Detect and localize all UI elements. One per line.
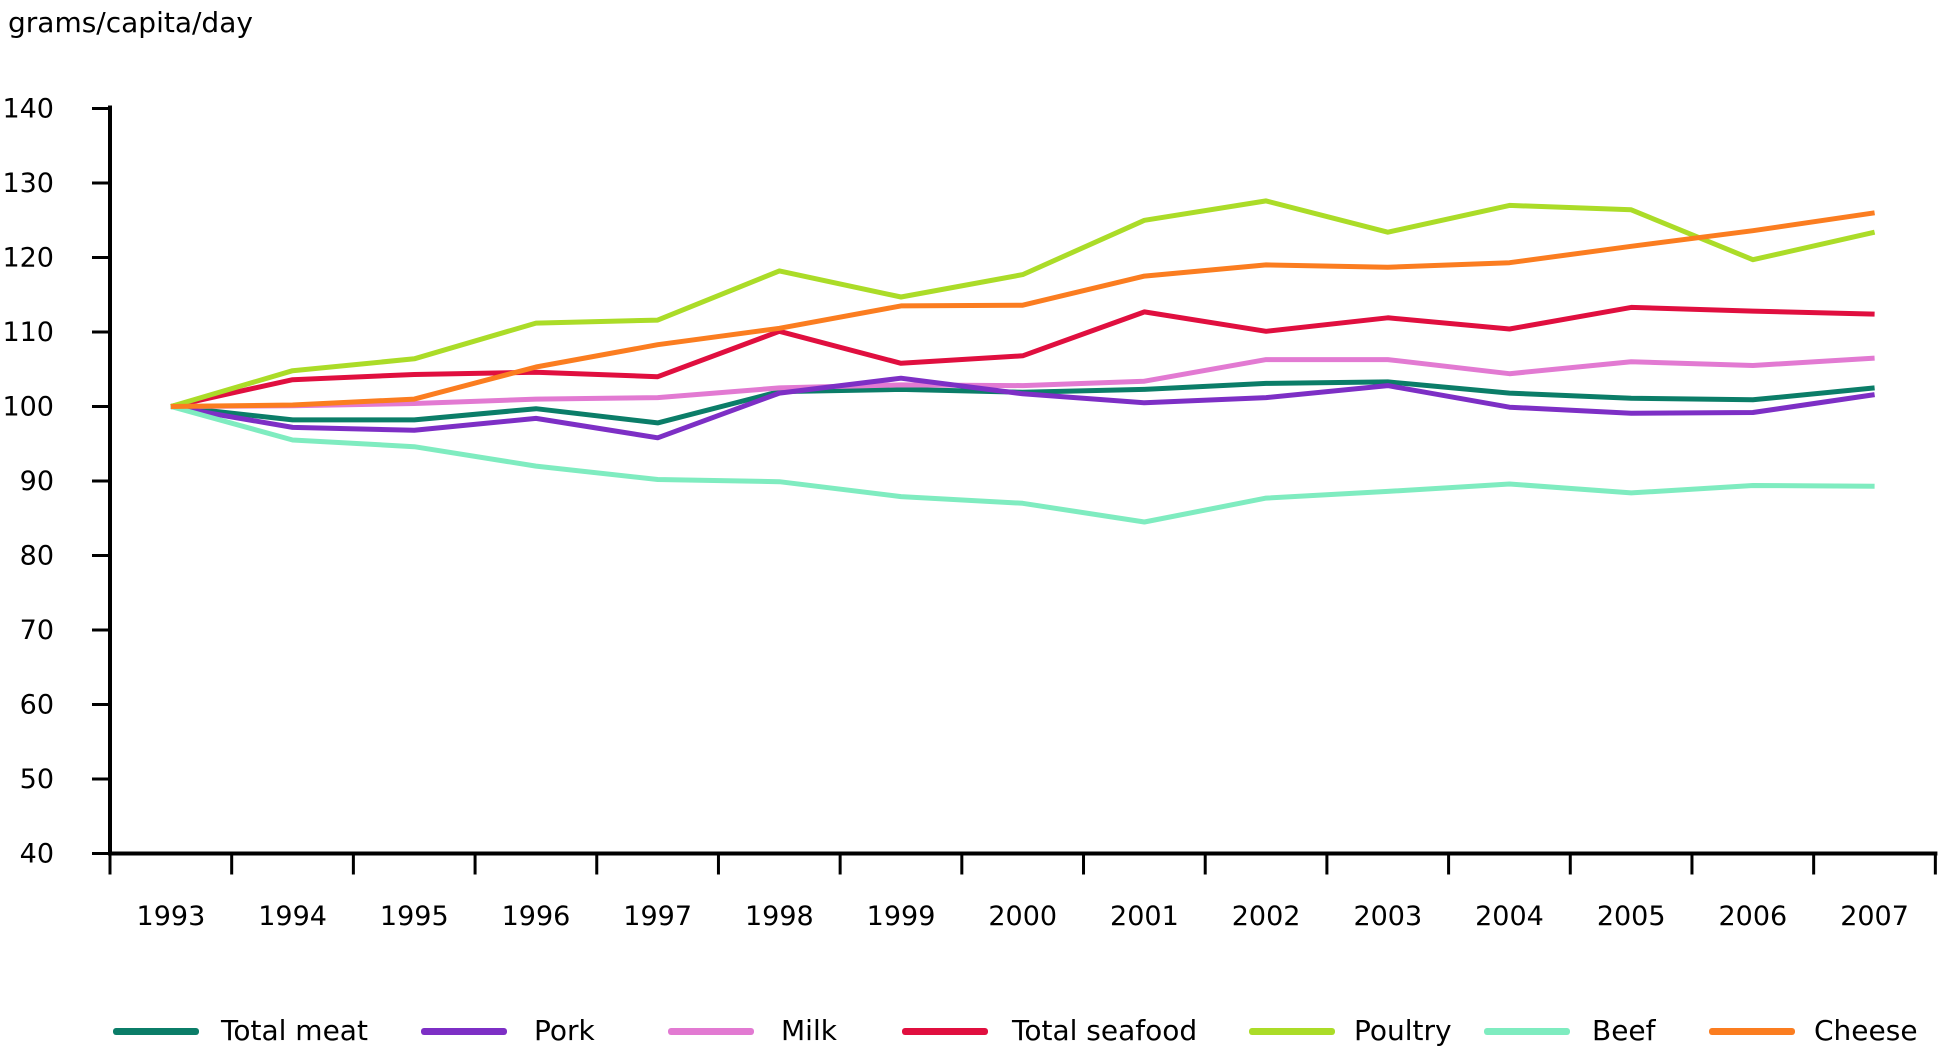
y-tick-label: 100: [2, 392, 54, 423]
x-tick-label: 2006: [1719, 901, 1788, 932]
series-line-pork: [170, 375, 1875, 441]
series-line-beef: [170, 404, 1875, 525]
x-tick-label: 1996: [502, 901, 571, 932]
x-tick-label: 1998: [745, 901, 814, 932]
y-tick-label: 80: [20, 541, 54, 572]
series-line-cheese: [170, 210, 1875, 409]
y-tick-label: 40: [20, 839, 54, 870]
series-line-poultry: [170, 198, 1876, 409]
x-tick-label: 2001: [1110, 901, 1179, 932]
x-tick-label: 2005: [1597, 901, 1666, 932]
x-tick-label: 1993: [137, 901, 206, 932]
series-line-total-seafood: [170, 304, 1875, 409]
x-tick-label: 1997: [623, 901, 692, 932]
x-tick-label: 1994: [258, 901, 327, 932]
y-tick-label: 60: [20, 690, 54, 721]
x-tick-label: 2007: [1840, 901, 1909, 932]
y-tick-label: 50: [20, 764, 54, 795]
x-tick-label: 2002: [1232, 901, 1301, 932]
y-axis-unit-label: grams/capita/day: [8, 6, 253, 39]
x-tick-label: 2003: [1353, 901, 1422, 932]
y-tick-label: 140: [2, 94, 54, 125]
y-tick-label: 120: [2, 243, 54, 274]
y-tick-label: 110: [2, 317, 54, 348]
y-tick-label: 90: [20, 466, 54, 497]
x-tick-label: 2004: [1475, 901, 1544, 932]
x-tick-label: 1995: [380, 901, 449, 932]
y-tick-label: 130: [2, 168, 54, 199]
x-tick-label: 1999: [867, 901, 936, 932]
y-tick-label: 70: [20, 615, 54, 646]
x-tick-label: 2000: [988, 901, 1057, 932]
series-line-milk: [170, 355, 1875, 409]
